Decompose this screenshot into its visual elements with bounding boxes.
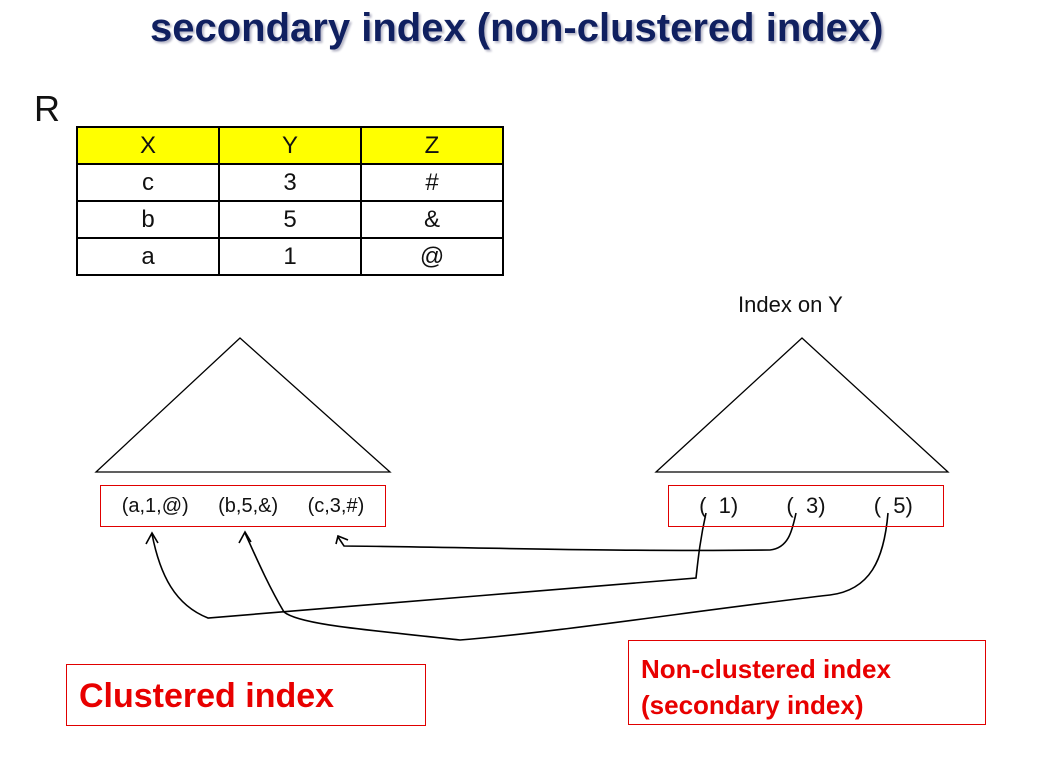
table-cell: 3	[218, 163, 362, 202]
clustered-leaf-entry: (c,3,#)	[307, 494, 365, 517]
nonclustered-callout-line: Non-clustered index	[641, 654, 891, 684]
column-header-y: Y	[218, 126, 362, 165]
table-cell: c	[76, 163, 220, 202]
table-row: c 3 #	[76, 163, 504, 202]
index-on-y-label: Index on Y	[738, 292, 843, 317]
secondary-leaf-entry: ( 1)	[699, 493, 739, 518]
nonclustered-callout-line: (secondary index)	[641, 690, 864, 720]
table-cell: b	[76, 200, 220, 239]
table-header-row: X Y Z	[76, 126, 504, 165]
relation-name: R	[34, 88, 60, 129]
table-cell: 1	[218, 237, 362, 276]
column-header-x: X	[76, 126, 220, 165]
relation-table: X Y Z c 3 # b 5 & a 1 @	[76, 126, 504, 276]
pointer-y5-to-b	[244, 512, 889, 641]
clustered-index-tree	[94, 337, 392, 473]
table-cell: @	[360, 237, 504, 276]
arrowhead-c	[335, 534, 349, 545]
table-row: b 5 &	[76, 200, 504, 239]
secondary-index-tree	[654, 337, 950, 473]
secondary-leaf-entry: ( 3)	[786, 493, 826, 518]
table-cell: 5	[218, 200, 362, 239]
clustered-leaf-entry: (b,5,&)	[218, 494, 279, 517]
page-title: secondary index (non-clustered index)	[150, 6, 884, 50]
arrowhead-a	[145, 531, 159, 545]
clustered-leaf-box: (a,1,@) (b,5,&) (c,3,#)	[100, 485, 386, 527]
pointer-y1-to-a	[151, 512, 707, 619]
table-cell: a	[76, 237, 220, 276]
pointer-y3-to-c	[337, 512, 797, 552]
table-row: a 1 @	[76, 237, 504, 276]
secondary-leaf-box: ( 1) ( 3) ( 5)	[668, 485, 944, 527]
column-header-z: Z	[360, 126, 504, 165]
clustered-leaf-entry: (a,1,@)	[121, 494, 189, 517]
nonclustered-index-callout: Non-clustered index (secondary index)	[628, 640, 986, 725]
arrowhead-b	[238, 530, 252, 544]
table-cell: &	[360, 200, 504, 239]
secondary-leaf-entry: ( 5)	[873, 493, 913, 518]
table-cell: #	[360, 163, 504, 202]
clustered-index-callout: Clustered index	[66, 664, 426, 726]
